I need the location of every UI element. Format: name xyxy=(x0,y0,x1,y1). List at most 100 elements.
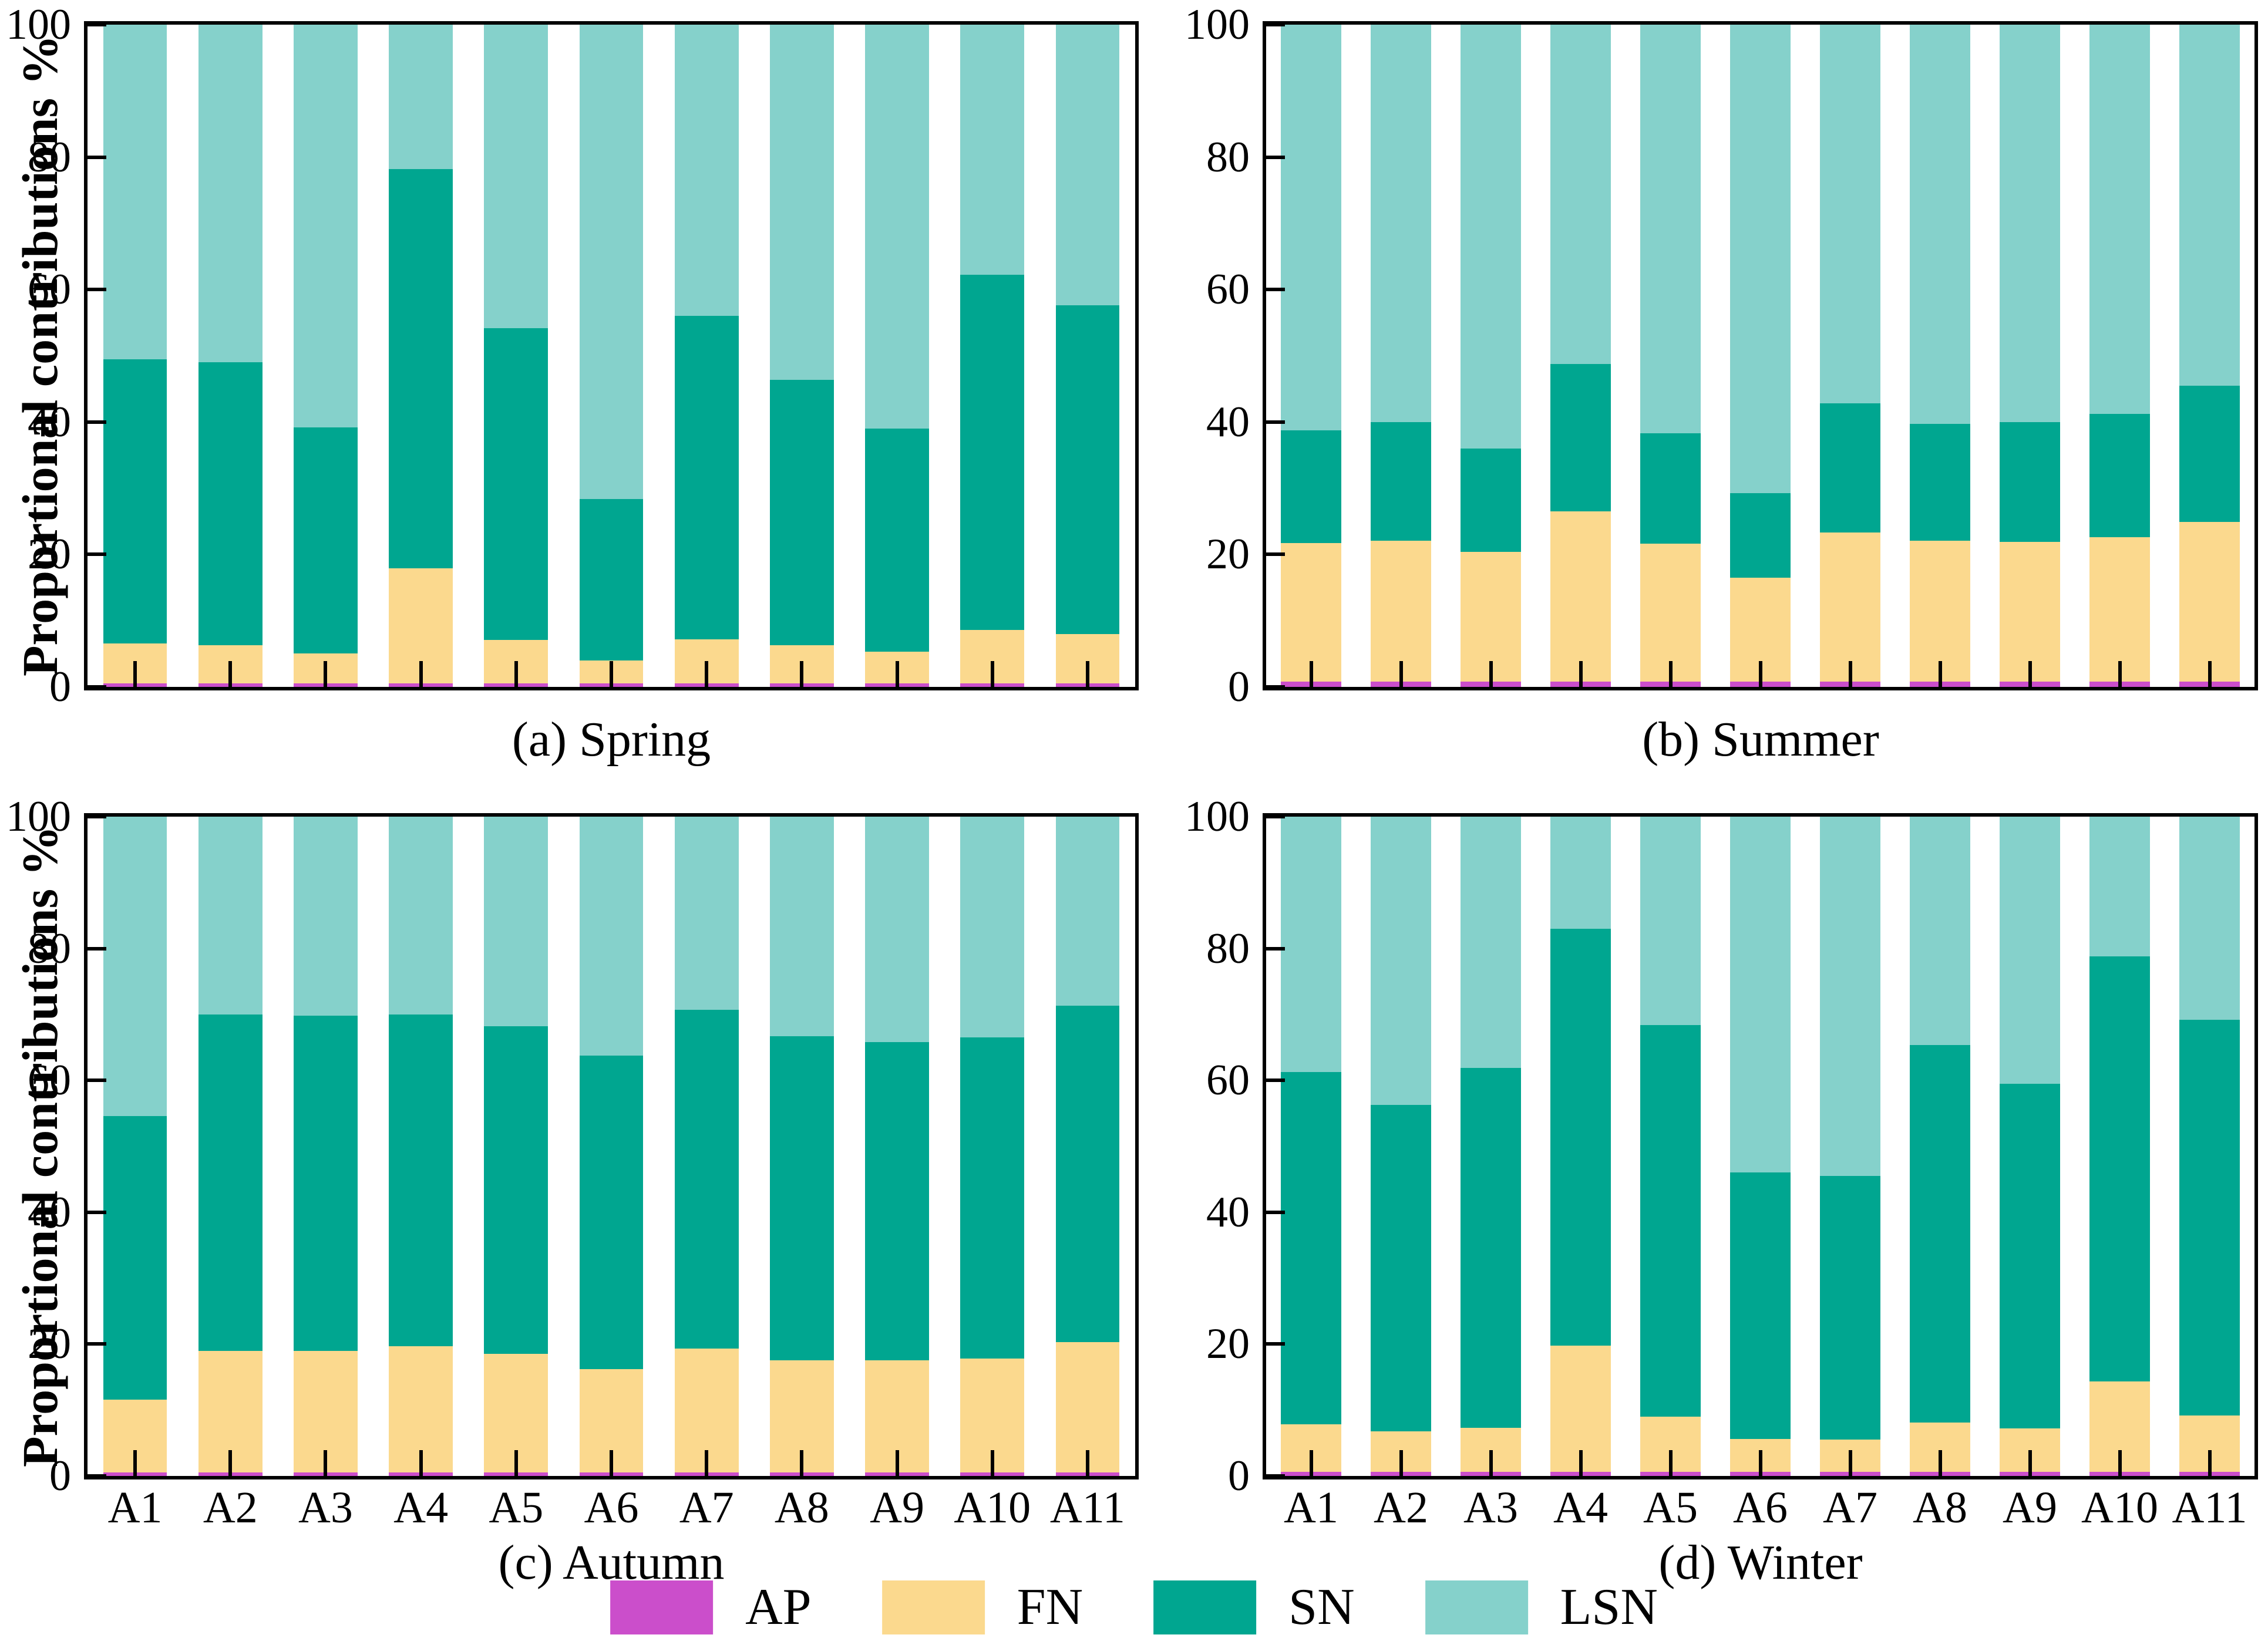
bar-segment-sn xyxy=(1910,1044,1970,1423)
y-tick-mark xyxy=(88,552,106,557)
x-tick-mark xyxy=(610,1450,613,1476)
legend-swatch-fn xyxy=(881,1580,985,1634)
stacked-bar-a7 xyxy=(674,817,739,1476)
stacked-bar-a3 xyxy=(294,25,358,687)
stacked-bar-a1 xyxy=(1281,25,1341,687)
legend-swatch-sn xyxy=(1153,1580,1257,1634)
bar-segment-lsn xyxy=(1371,817,1431,1105)
bar-segment-fn xyxy=(1910,540,1970,682)
stacked-bar-a11 xyxy=(2179,25,2240,687)
y-tick-label: 60 xyxy=(28,1056,71,1105)
bar-segment-fn xyxy=(1461,551,1521,682)
y-tick-label: 20 xyxy=(1206,530,1250,579)
bar-segment-fn xyxy=(1371,540,1431,682)
bar-segment-sn xyxy=(484,328,549,640)
x-tick-label: A10 xyxy=(2081,1483,2158,1532)
stacked-bar-a7 xyxy=(1820,25,1880,687)
x-tick-mark xyxy=(2028,661,2032,687)
x-tick-mark xyxy=(133,661,137,687)
y-tick-label: 100 xyxy=(6,1,71,49)
bar-segment-sn xyxy=(294,427,358,653)
x-tick-label: A1 xyxy=(107,1483,163,1532)
stacked-bar-a6 xyxy=(1730,25,1791,687)
x-tick-label: A8 xyxy=(774,1483,829,1532)
bar-segment-sn xyxy=(1910,424,1970,541)
stacked-bar-a9 xyxy=(865,817,929,1476)
bar-segment-lsn xyxy=(579,817,644,1056)
bar-segment-lsn xyxy=(1910,25,1970,424)
stacked-bar-a3 xyxy=(294,817,358,1476)
x-tick-mark xyxy=(419,1450,423,1476)
y-tick-mark xyxy=(88,155,106,159)
y-tick-mark xyxy=(1266,1210,1285,1214)
y-tick-mark xyxy=(88,946,106,951)
x-tick-mark xyxy=(1399,661,1403,687)
legend: AP FN SN LSN xyxy=(610,1580,1658,1634)
legend-swatch-lsn xyxy=(1425,1580,1528,1634)
stacked-bar-a5 xyxy=(1640,25,1701,687)
bar-segment-fn xyxy=(2179,522,2240,682)
x-tick-mark xyxy=(705,1450,709,1476)
bar-segment-fn xyxy=(1640,544,1701,682)
y-tick-label: 80 xyxy=(1206,924,1250,973)
y-axis-label-bottom: Proportional contributions % xyxy=(12,825,68,1467)
bar-segment-lsn xyxy=(103,817,167,1116)
y-tick-mark xyxy=(1266,1474,1285,1478)
stacked-bar-a4 xyxy=(1550,817,1611,1476)
y-tick-label: 80 xyxy=(28,924,71,973)
y-tick-label: 20 xyxy=(1206,1320,1250,1369)
bar-segment-lsn xyxy=(198,25,263,363)
x-tick-mark xyxy=(2118,661,2122,687)
bar-segment-lsn xyxy=(1550,25,1611,364)
y-tick-label: 100 xyxy=(6,793,71,841)
bar-segment-lsn xyxy=(960,817,1025,1038)
bar-segment-lsn xyxy=(1820,25,1880,404)
stacked-bar-a6 xyxy=(1730,817,1791,1476)
x-tick-mark xyxy=(895,661,899,687)
bar-segment-fn xyxy=(2000,541,2060,682)
stacked-bar-a8 xyxy=(1910,817,1970,1476)
y-tick-mark xyxy=(1266,288,1285,292)
bar-segment-sn xyxy=(674,316,739,639)
stacked-bar-a7 xyxy=(674,25,739,687)
stacked-bar-a2 xyxy=(198,817,263,1476)
bar-segment-sn xyxy=(1461,1067,1521,1428)
bar-segment-sn xyxy=(2000,422,2060,542)
x-tick-mark xyxy=(1938,1450,1942,1476)
caption-autumn: (c) Autumn xyxy=(498,1535,725,1590)
x-tick-label: A7 xyxy=(1823,1483,1877,1532)
y-tick-label: 20 xyxy=(28,530,71,579)
bar-segment-sn xyxy=(198,1014,263,1351)
legend-item-fn: FN xyxy=(881,1580,1083,1634)
y-tick-label: 100 xyxy=(1185,793,1250,841)
y-tick-mark xyxy=(1266,420,1285,424)
legend-label-sn: SN xyxy=(1288,1579,1355,1636)
legend-item-sn: SN xyxy=(1153,1580,1355,1634)
stacked-bar-a4 xyxy=(1550,25,1611,687)
y-tick-label: 0 xyxy=(49,1452,71,1500)
y-tick-label: 60 xyxy=(28,265,71,314)
y-tick-label: 40 xyxy=(1206,397,1250,446)
y-tick-mark xyxy=(88,23,106,26)
x-tick-mark xyxy=(1399,1450,1403,1476)
stacked-bar-a7 xyxy=(1820,817,1880,1476)
x-tick-mark xyxy=(1085,661,1089,687)
x-tick-mark xyxy=(2028,1450,2032,1476)
y-tick-mark xyxy=(1266,1078,1285,1083)
bar-segment-sn xyxy=(1730,1172,1791,1440)
bar-segment-lsn xyxy=(484,25,549,328)
x-tick-mark xyxy=(1758,661,1762,687)
bar-segment-sn xyxy=(1640,1024,1701,1417)
x-tick-label: A2 xyxy=(203,1483,258,1532)
bar-segment-sn xyxy=(103,1115,167,1400)
x-tick-mark xyxy=(324,1450,328,1476)
x-tick-mark xyxy=(419,661,423,687)
stacked-bar-a9 xyxy=(2000,817,2060,1476)
bar-segment-lsn xyxy=(484,817,549,1027)
x-tick-label: A7 xyxy=(679,1483,734,1532)
bar-segment-lsn xyxy=(1640,817,1701,1025)
stacked-bar-a10 xyxy=(2089,817,2150,1476)
bar-segment-sn xyxy=(1461,448,1521,552)
stacked-bar-a1 xyxy=(103,25,167,687)
y-tick-mark xyxy=(1266,685,1285,689)
